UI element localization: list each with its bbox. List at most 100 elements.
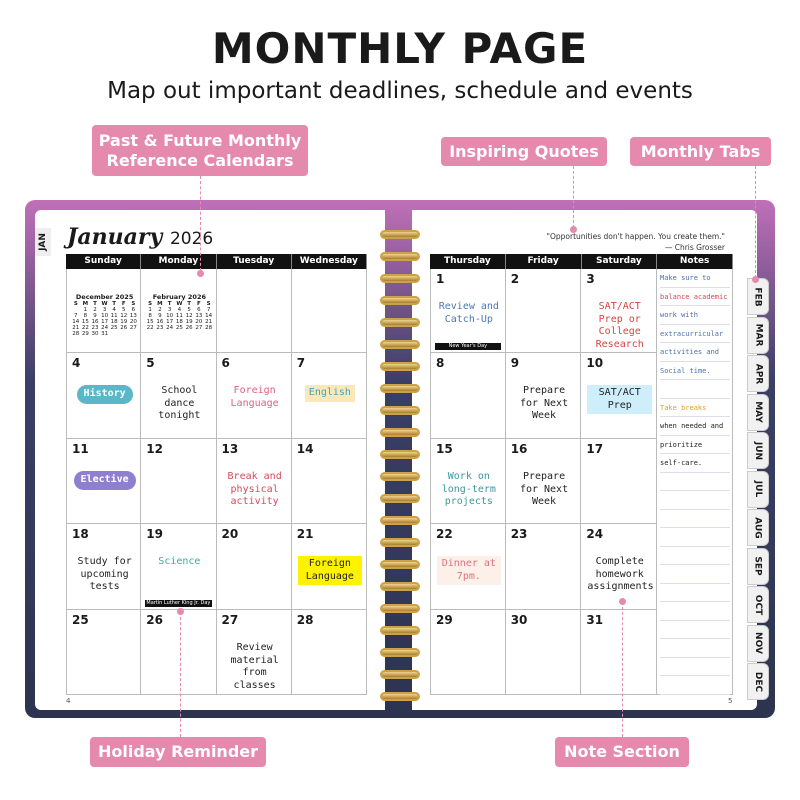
notes-line[interactable]: [660, 474, 730, 491]
day-cell[interactable]: 27 Review material from classes: [216, 610, 292, 695]
day-cell[interactable]: 25: [66, 610, 142, 695]
tab-current-month[interactable]: JAN: [35, 228, 51, 256]
spiral-ring: [380, 252, 420, 261]
notes-line[interactable]: activities and: [660, 344, 730, 362]
day-number: 17: [586, 442, 604, 456]
day-cell[interactable]: 29: [430, 610, 506, 695]
month-tab[interactable]: FEB: [747, 278, 769, 315]
notes-line[interactable]: Make sure to: [660, 270, 730, 288]
mini-day: 31: [101, 331, 109, 337]
month-tab[interactable]: SEP: [747, 547, 769, 585]
spiral-ring: [380, 626, 420, 635]
month-tab[interactable]: MAY: [747, 393, 769, 431]
notes-line[interactable]: [660, 548, 730, 565]
day-cell[interactable]: 14: [291, 439, 367, 524]
notes-line[interactable]: when needed and: [660, 418, 730, 436]
month-tab[interactable]: MAR: [747, 316, 769, 354]
notes-line[interactable]: [660, 381, 730, 399]
day-cell[interactable]: 3 SAT/ACT Prep or College Research: [581, 269, 658, 353]
day-cell[interactable]: 2: [505, 269, 582, 353]
month-tab[interactable]: DEC: [747, 663, 769, 700]
day-number: 23: [510, 527, 528, 541]
day-cell[interactable]: 16 Prepare for Next Week: [505, 439, 582, 524]
notes-line[interactable]: [660, 677, 730, 695]
month-tab[interactable]: NOV: [747, 624, 769, 662]
month-tab[interactable]: JUN: [747, 432, 769, 469]
callout-holiday-reminder: Holiday Reminder: [90, 737, 266, 767]
notes-line[interactable]: Take breaks: [660, 400, 730, 417]
month-tab[interactable]: OCT: [747, 586, 769, 623]
day-cell[interactable]: 10 SAT/ACT Prep: [581, 353, 658, 439]
month-tab[interactable]: APR: [747, 355, 769, 392]
mini-day: 7: [206, 307, 211, 313]
notes-line[interactable]: [660, 585, 730, 602]
day-note: Review and Catch-Up: [437, 301, 501, 326]
spiral-ring: [380, 340, 420, 349]
month-tab[interactable]: AUG: [747, 509, 769, 546]
day-cell[interactable]: 22 Dinner at 7pm.: [430, 524, 506, 610]
day-cell[interactable]: 4 History: [66, 353, 142, 439]
notes-line[interactable]: [660, 566, 730, 584]
day-cell[interactable]: 15 Work on long-term projects: [430, 439, 506, 524]
day-cell[interactable]: 23: [505, 524, 582, 610]
quote-author: — Chris Grosser: [664, 242, 725, 252]
mini-day: 16: [156, 319, 164, 325]
mini-day: 21: [205, 319, 213, 325]
notes-line[interactable]: [660, 622, 730, 639]
day-cell[interactable]: 1 Review and Catch-Up New Year's Day: [430, 269, 506, 353]
notes-line[interactable]: [660, 511, 730, 528]
day-number: 31: [586, 613, 604, 627]
day-cell[interactable]: 12: [141, 439, 217, 524]
day-note: History: [73, 385, 136, 404]
notes-line[interactable]: [660, 492, 730, 510]
mini-day: 26: [120, 325, 128, 331]
notes-line[interactable]: [660, 603, 730, 621]
notes-line[interactable]: prioritize: [660, 437, 730, 454]
day-cell[interactable]: 28: [291, 610, 367, 695]
day-cell[interactable]: 6 Foreign Language: [216, 353, 292, 439]
day-cell[interactable]: February 2026 S M T W T F S 1 2 3 4 5 6 7 8 9 10 11 12 13 14 1…: [141, 269, 217, 353]
notes-line[interactable]: [660, 659, 730, 676]
spiral-ring: [380, 494, 420, 503]
day-cell[interactable]: 30: [505, 610, 582, 695]
day-cell[interactable]: 26: [141, 610, 217, 695]
mini-day: 27: [195, 325, 203, 331]
callout-note-section: Note Section: [555, 737, 689, 767]
spiral-ring: [380, 318, 420, 327]
month-tab-label: MAY: [753, 401, 764, 423]
mini-day: 2: [93, 307, 97, 313]
day-cell[interactable]: 5 School dance tonight: [141, 353, 217, 439]
month-tab[interactable]: JUL: [747, 470, 769, 508]
day-cell[interactable]: 21 Foreign Language: [291, 524, 367, 610]
day-cell[interactable]: 18 Study for upcoming tests: [66, 524, 142, 610]
day-cell[interactable]: 7 English: [291, 353, 367, 439]
day-cell[interactable]: 24 Complete homework assignments: [581, 524, 658, 610]
day-cell[interactable]: December 2025 S M T W T F S 1 2 3 4 5 6 7 8 9 10 11 12 13 14 1…: [66, 269, 142, 353]
day-cell[interactable]: [291, 269, 367, 353]
day-cell[interactable]: [216, 269, 292, 353]
day-cell[interactable]: 17: [581, 439, 658, 524]
mini-day: 28: [72, 331, 80, 337]
mini-day: 11: [175, 313, 183, 319]
month-tab-label: AUG: [753, 516, 764, 539]
mini-week: 21 22 23 24 25 26 27: [71, 325, 138, 331]
notes-line[interactable]: [660, 640, 730, 658]
notes-line[interactable]: self-care.: [660, 455, 730, 473]
callout-reference-calendars: Past & Future Monthly Reference Calendar…: [92, 125, 308, 176]
notes-line[interactable]: balance academic: [660, 289, 730, 306]
note-text: Science: [158, 556, 201, 567]
day-cell[interactable]: 31: [581, 610, 658, 695]
spiral-ring: [380, 384, 420, 393]
day-cell[interactable]: 8: [430, 353, 506, 439]
day-cell[interactable]: 13 Break and physical activity: [216, 439, 292, 524]
day-cell[interactable]: 19 Science Martin Luther King Jr. Day: [141, 524, 217, 610]
mini-day: 15: [81, 319, 89, 325]
notes-line[interactable]: extracurricular: [660, 326, 730, 343]
notes-line[interactable]: work with: [660, 307, 730, 325]
day-cell[interactable]: 11 Elective: [66, 439, 142, 524]
spiral-ring: [380, 362, 420, 371]
notes-line[interactable]: [660, 529, 730, 547]
day-cell[interactable]: 20: [216, 524, 292, 610]
day-cell[interactable]: 9 Prepare for Next Week: [505, 353, 582, 439]
notes-line[interactable]: Social time.: [660, 363, 730, 380]
